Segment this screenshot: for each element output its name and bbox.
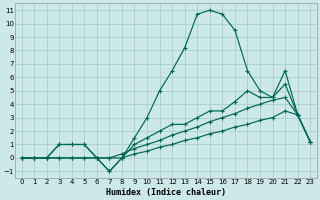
X-axis label: Humidex (Indice chaleur): Humidex (Indice chaleur) [106,188,226,197]
